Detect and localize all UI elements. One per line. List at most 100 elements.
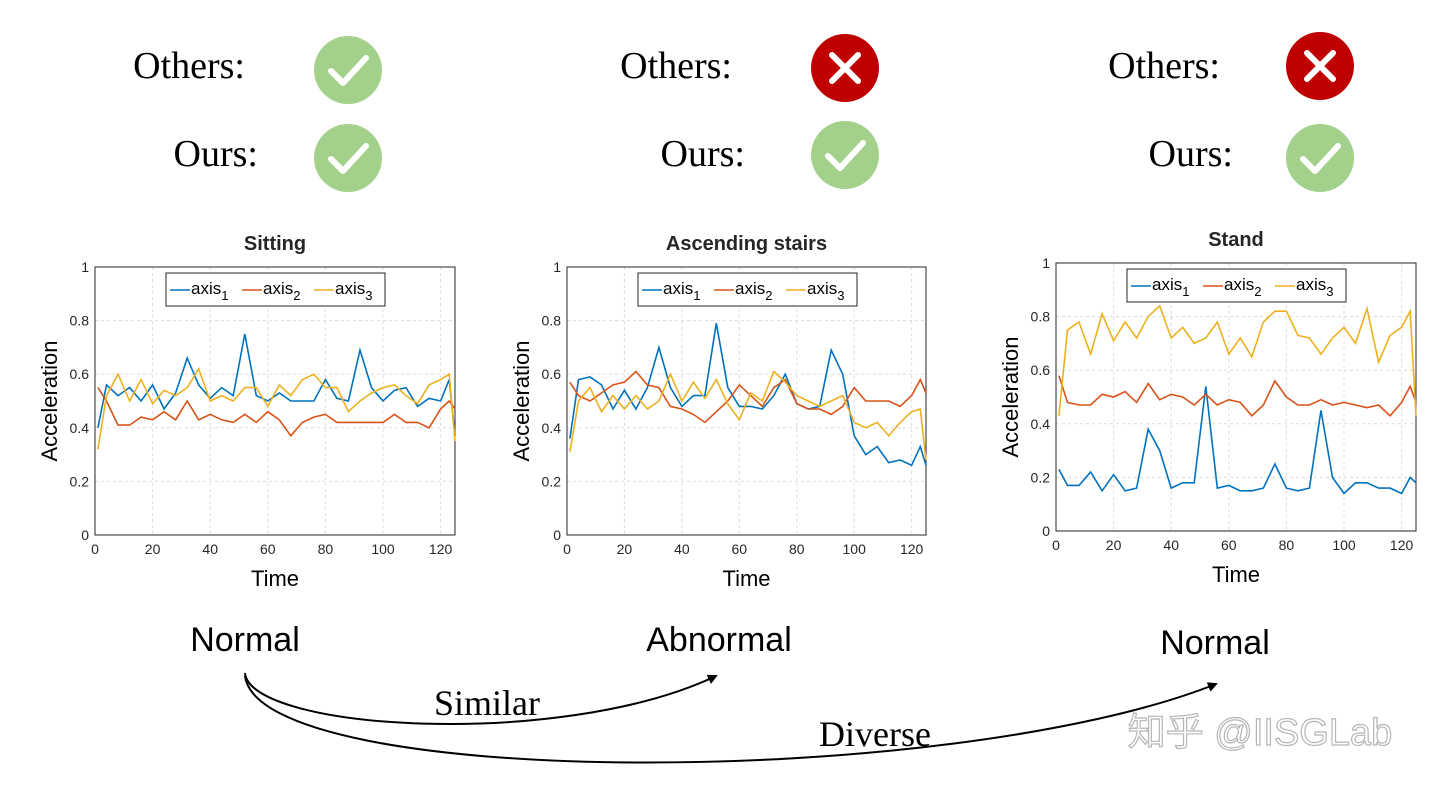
x-tick-label: 40 [674,541,690,557]
series-line-axis3 [1058,304,1417,416]
y-axis-label: Acceleration [37,340,62,461]
x-tick-label: 20 [617,541,633,557]
diverse-arrow [244,675,1218,764]
legend-subscript: 1 [221,288,228,303]
plot-frame [94,266,456,536]
legend-label: axis [335,279,365,298]
plot-area [1055,262,1417,532]
legend-subscript: 2 [765,288,772,303]
legend-subscript: 1 [1182,284,1189,299]
legend-label: axis [663,279,693,298]
svg-text:axis1: axis1 [663,279,700,303]
series-line-axis3 [569,370,927,461]
x-tick-label: 80 [789,541,805,557]
check-icon [811,121,879,189]
y-axis-label: Acceleration [509,340,534,461]
check-icon [314,36,382,104]
legend-item-axis2: axis2 [714,279,772,303]
plot-frame [566,266,927,536]
series-line-axis1 [97,333,456,436]
legend-subscript: 3 [837,288,844,303]
y-tick-label: 0.6 [542,366,562,382]
x-tick-label: 60 [732,541,748,557]
y-tick-label: 0.2 [1031,469,1051,485]
svg-text:axis2: axis2 [263,279,300,303]
others-label: Others: [1108,45,1220,87]
legend-subscript: 2 [1254,284,1261,299]
legend-subscript: 3 [1326,284,1333,299]
y-tick-label: 0.6 [70,366,90,382]
legend-item-axis3: axis3 [786,279,844,303]
series-line-axis2 [1058,375,1417,417]
chart-title: Ascending stairs [666,233,827,255]
legend-item-axis2: axis2 [242,279,300,303]
label-abnormal-ascending: Abnormal [646,621,792,659]
chart-ascending-stairs: 0 20 40 60 80 100 120 0 0.2 0.4 0.6 0.8 1 Ascending s… [509,233,927,591]
legend-label: axis [191,279,221,298]
plot-area [94,266,456,536]
svg-text:axis3: axis3 [335,279,372,303]
y-tick-label: 1 [1042,255,1050,271]
y-tick-label: 0.4 [1031,416,1051,432]
legend-box [1126,268,1347,303]
x-tick-label: 0 [91,541,99,557]
svg-text:axis2: axis2 [1224,275,1261,299]
svg-text:axis1: axis1 [191,279,228,303]
similar-label: Similar [434,683,540,723]
legend-box [637,272,858,307]
x-tick-label: 40 [202,541,218,557]
y-tick-label: 0 [1042,523,1050,539]
y-tick-label: 0.8 [70,313,90,329]
x-tick-label: 40 [1163,537,1179,553]
x-axis-label: Time [1212,562,1260,587]
method-comparison-header: Others: Ours: Others: Ours: Others: Ours: [133,32,1354,192]
series-line-axis1 [1058,386,1417,495]
ours-label: Ours: [1149,133,1233,175]
x-tick-label: 120 [900,541,924,557]
y-axis-label: Acceleration [998,336,1023,457]
chart-title: Stand [1208,229,1264,251]
x-tick-label: 100 [1332,537,1356,553]
x-tick-label: 120 [429,541,453,557]
svg-text:axis2: axis2 [735,279,772,303]
y-tick-label: 0.2 [542,473,562,489]
legend-item-axis3: axis3 [314,279,372,303]
legend-item-axis1: axis1 [642,279,700,303]
y-tick-label: 0.8 [1031,309,1051,325]
legend: axis1 axis2 axis3 [1126,268,1347,303]
legend: axis1 axis2 axis3 [637,272,858,307]
legend-item-axis1: axis1 [170,279,228,303]
ours-label: Ours: [174,133,258,175]
check-icon [1286,124,1354,192]
bottom-annotations: Normal Abnormal Normal Similar Diverse 知… [190,621,1393,764]
legend-label: axis [807,279,837,298]
x-tick-label: 20 [145,541,161,557]
series-line-axis1 [569,323,927,467]
x-tick-label: 0 [563,541,571,557]
x-tick-label: 120 [1390,537,1414,553]
legend-label: axis [735,279,765,298]
series-line-axis2 [569,370,927,424]
label-normal-sitting: Normal [190,621,300,659]
charts: 0 20 40 60 80 100 12000.20.40.60.81SittingTime… [37,229,1417,591]
series-line-axis3 [97,366,456,450]
y-tick-label: 0.6 [1031,362,1051,378]
x-tick-label: 60 [1221,537,1237,553]
y-tick-label: 0.8 [542,313,562,329]
svg-text:axis3: axis3 [1296,275,1333,299]
x-axis-label: Time [251,566,299,591]
legend-box [165,272,386,307]
others-label: Others: [620,45,732,87]
svg-text:axis3: axis3 [807,279,844,303]
x-tick-label: 100 [843,541,867,557]
y-tick-label: 0 [553,527,561,543]
plot-frame [1055,262,1417,532]
chart-sitting: 0 20 40 60 80 100 120 0 0.2 0.4 0.6 0.8 1 Sitting Time… [37,233,456,591]
y-tick-label: 0 [81,527,89,543]
legend-item-axis3: axis3 [1275,275,1333,299]
x-tick-label: 20 [1106,537,1122,553]
legend-label: axis [1152,275,1182,294]
legend-subscript: 1 [693,288,700,303]
y-tick-label: 1 [553,259,561,275]
x-axis-label: Time [722,566,770,591]
